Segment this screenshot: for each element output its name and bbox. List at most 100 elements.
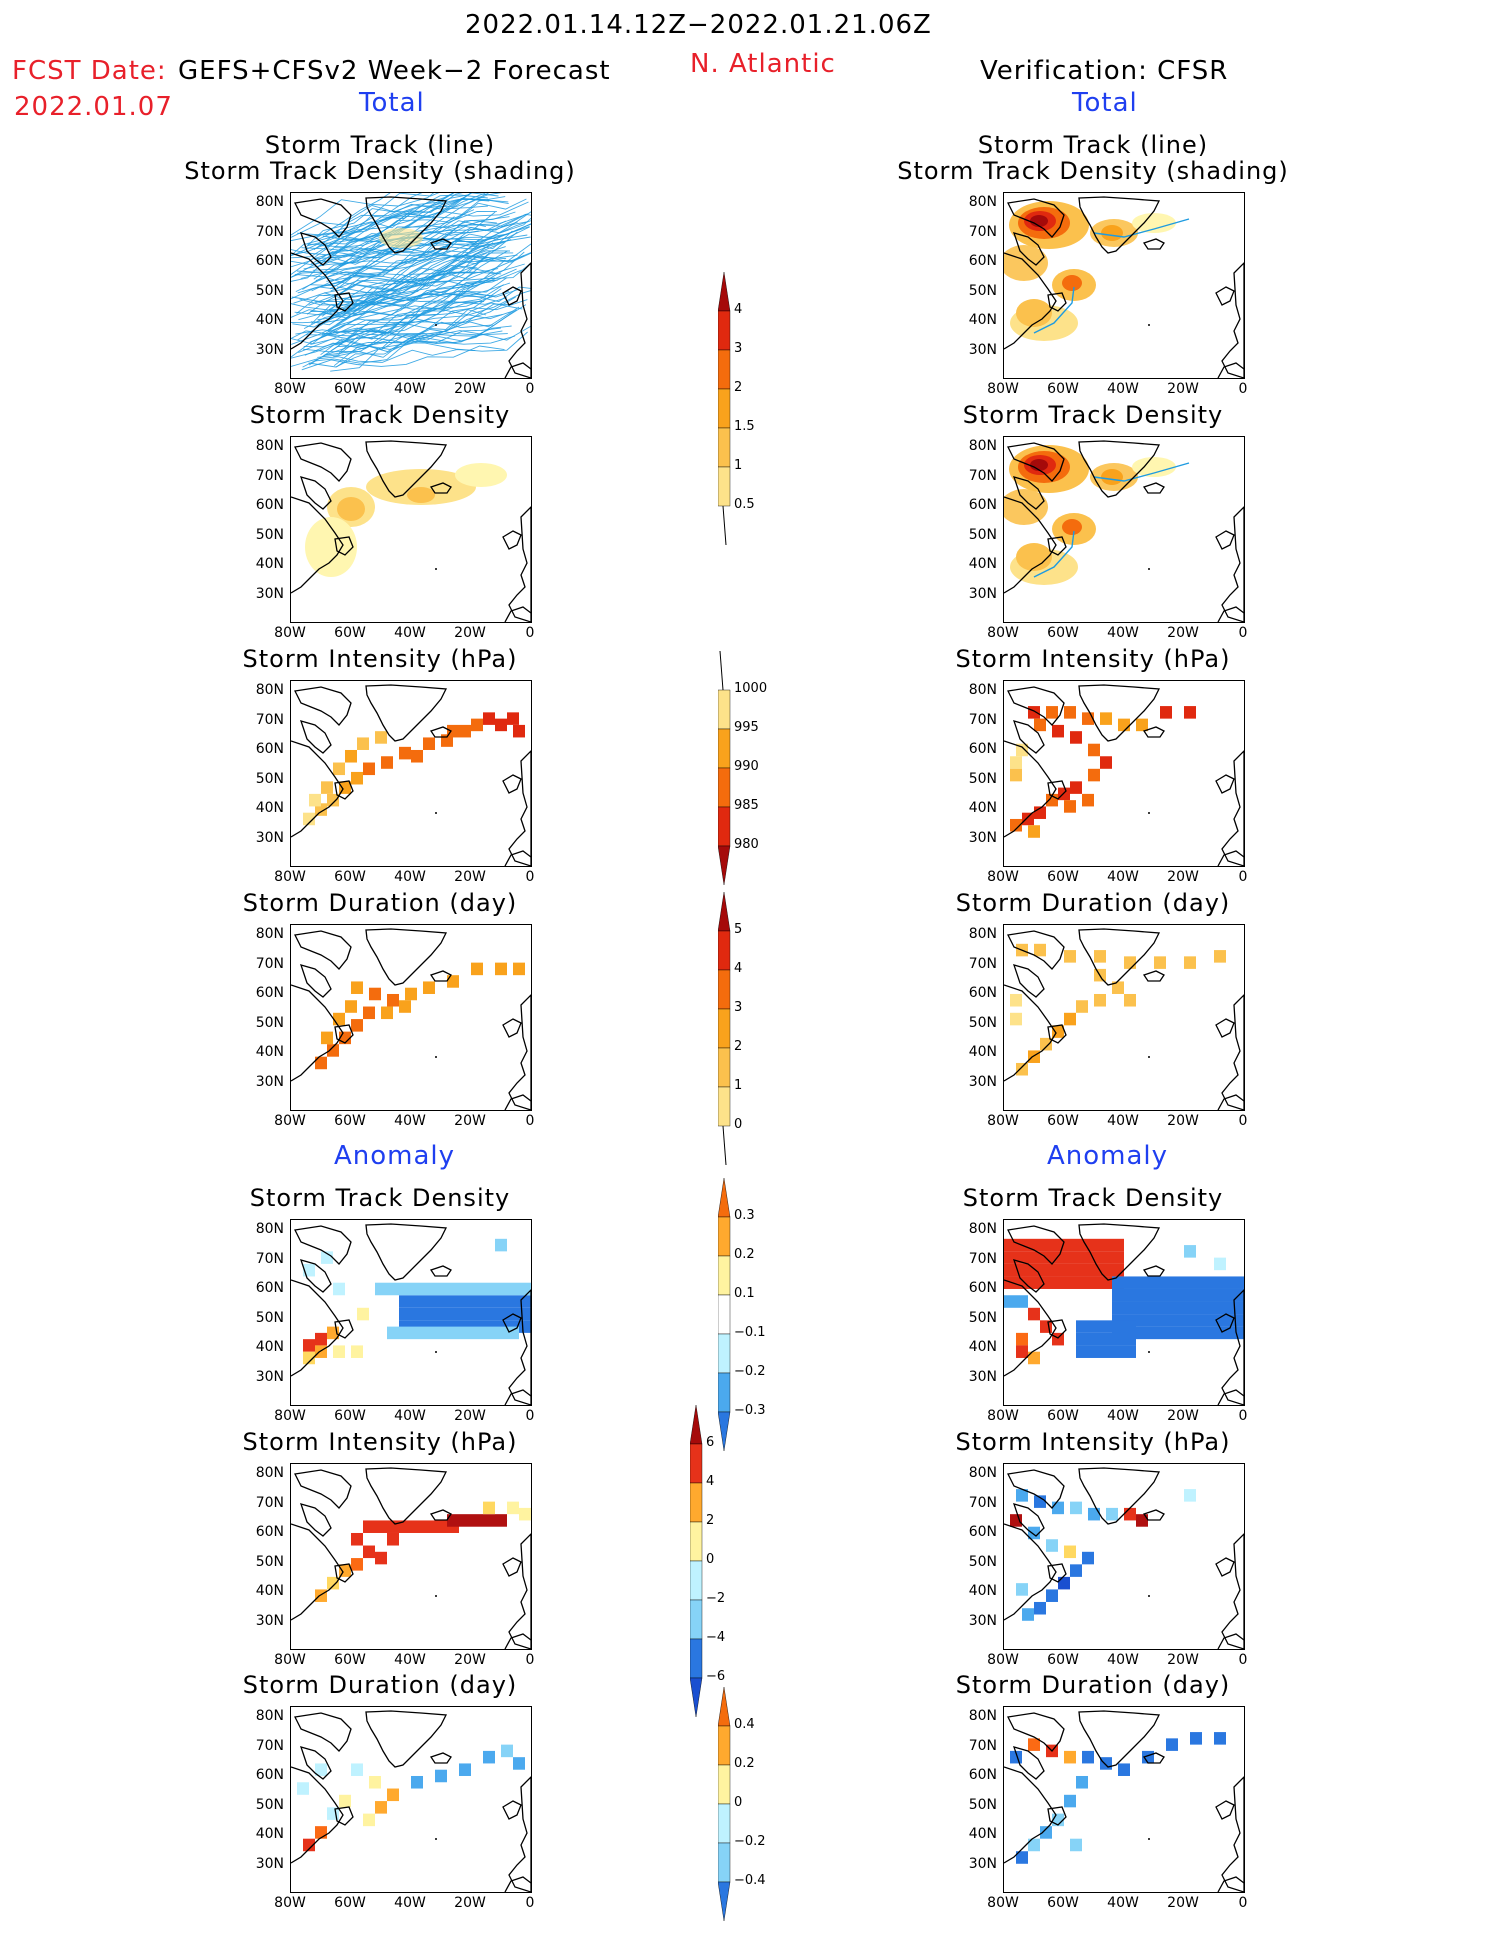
lon-tick-label: 20W xyxy=(454,381,486,397)
map-left-duration-svg xyxy=(291,928,531,1110)
lat-tick-label: 40N xyxy=(255,800,284,816)
lat-tick-label: 70N xyxy=(968,223,997,240)
lon-tick-label: 60W xyxy=(334,381,366,397)
colorbar-tick-label: 985 xyxy=(734,798,759,813)
left-intensity-title: Storm Intensity (hPa) xyxy=(242,645,518,673)
colorbar-tick-label: 4 xyxy=(734,302,743,317)
lon-tick-label: 80W xyxy=(274,1895,306,1911)
lat-tick-label: 60N xyxy=(255,253,284,269)
lon-tick-label: 0 xyxy=(1238,1113,1248,1129)
map-left-anom-density-svg xyxy=(291,1223,531,1405)
lat-tick-label: 30N xyxy=(255,341,284,358)
colorbar-tick-label: −0.4 xyxy=(734,1873,766,1888)
lat-tick-label: 60N xyxy=(968,741,997,757)
lon-tick-label: 60W xyxy=(1047,1113,1079,1129)
lat-tick-label: 70N xyxy=(968,711,997,728)
lat-tick-label: 40N xyxy=(255,1826,284,1842)
left-anomaly-label: Anomaly xyxy=(334,1141,456,1171)
lon-tick-label: 80W xyxy=(987,625,1019,641)
map-right-anom-intensity xyxy=(1003,1463,1245,1650)
lon-tick-label: 40W xyxy=(394,869,426,885)
left-anom-intensity-title: Storm Intensity (hPa) xyxy=(242,1428,518,1456)
lat-tick-label: 70N xyxy=(255,467,284,484)
colorbar-tick-label: 2 xyxy=(734,1039,743,1054)
lon-tick-label: 80W xyxy=(987,1408,1019,1424)
lon-tick-label: 0 xyxy=(525,869,535,885)
colorbar-tick-label: 4 xyxy=(734,961,743,976)
lon-tick-label: 20W xyxy=(1167,1408,1199,1424)
lat-tick-label: 40N xyxy=(968,312,997,328)
colorbar-tick-label: 0 xyxy=(706,1552,715,1567)
lon-tick-label: 60W xyxy=(334,625,366,641)
map-left-intensity xyxy=(290,680,532,867)
lat-tick-label: 50N xyxy=(968,526,997,543)
left-total-label: Total xyxy=(359,88,425,118)
map-right-density-svg xyxy=(1004,440,1244,622)
colorbar-duration-anom-svg xyxy=(717,1686,731,1922)
left-track-line-title: Storm Track (line) xyxy=(264,131,496,159)
lon-tick-label: 40W xyxy=(394,381,426,397)
lat-tick-label: 30N xyxy=(255,829,284,846)
lon-tick-label: 0 xyxy=(525,1652,535,1668)
map-right-duration-svg xyxy=(1004,928,1244,1110)
lat-tick-label: 60N xyxy=(968,497,997,513)
lon-tick-label: 60W xyxy=(334,1113,366,1129)
colorbar-tick-label: −6 xyxy=(706,1669,726,1684)
lon-tick-label: 60W xyxy=(1047,1652,1079,1668)
lat-tick-label: 60N xyxy=(255,497,284,513)
lat-tick-label: 60N xyxy=(255,1524,284,1540)
lon-tick-label: 80W xyxy=(274,625,306,641)
colorbar-tick-label: −0.2 xyxy=(734,1364,766,1379)
date-range-title: 2022.01.14.12Z−2022.01.21.06Z xyxy=(465,10,932,40)
verification-label: Verification: CFSR xyxy=(980,56,1229,86)
colorbar-intensity-anom: 6 4 2 0 −2 −4 −6 xyxy=(689,1395,750,1731)
lat-tick-label: 50N xyxy=(968,770,997,787)
colorbar-duration-anom: 0.4 0.2 0 −0.2 −0.4 xyxy=(717,1677,778,1935)
colorbar-intensity-total: 1000 995 990 985 980 xyxy=(717,641,778,899)
lat-tick-label: 60N xyxy=(968,985,997,1001)
lat-tick-label: 80N xyxy=(968,194,997,210)
lat-tick-label: 70N xyxy=(255,1737,284,1754)
lon-tick-label: 40W xyxy=(394,1652,426,1668)
map-left-anom-duration xyxy=(290,1706,532,1893)
lon-tick-label: 0 xyxy=(525,1895,535,1911)
lat-tick-label: 50N xyxy=(968,1014,997,1031)
colorbar-tick-label: 2 xyxy=(734,380,743,395)
lat-tick-label: 80N xyxy=(255,438,284,454)
lat-tick-label: 30N xyxy=(968,1855,997,1872)
right-total-label: Total xyxy=(1072,88,1138,118)
lat-tick-label: 60N xyxy=(255,1280,284,1296)
lat-tick-label: 40N xyxy=(968,1044,997,1060)
lon-tick-label: 60W xyxy=(1047,1408,1079,1424)
region-title: N. Atlantic xyxy=(690,49,836,79)
lat-tick-label: 50N xyxy=(255,282,284,299)
lon-tick-label: 40W xyxy=(394,625,426,641)
lat-tick-label: 70N xyxy=(255,1494,284,1511)
lon-tick-label: 0 xyxy=(525,1113,535,1129)
lat-tick-label: 30N xyxy=(968,1073,997,1090)
colorbar-tick-label: 6 xyxy=(706,1435,715,1450)
colorbar-tick-label: 1 xyxy=(734,1078,743,1093)
colorbar-tick-label: 5 xyxy=(734,922,743,937)
lat-tick-label: 50N xyxy=(255,1796,284,1813)
lon-tick-label: 20W xyxy=(1167,1113,1199,1129)
lat-tick-label: 40N xyxy=(968,1826,997,1842)
left-anom-density-title: Storm Track Density xyxy=(249,1184,511,1212)
lat-tick-label: 70N xyxy=(968,1250,997,1267)
colorbar-tick-label: 995 xyxy=(734,720,759,735)
lat-tick-label: 70N xyxy=(255,223,284,240)
map-left-intensity-svg xyxy=(291,684,531,866)
map-right-track xyxy=(1003,192,1245,379)
lon-tick-label: 80W xyxy=(987,381,1019,397)
map-left-density xyxy=(290,436,532,623)
lat-tick-label: 50N xyxy=(255,1014,284,1031)
colorbar-tick-label: 0.5 xyxy=(734,497,755,512)
right-density-title: Storm Track Density xyxy=(962,401,1224,429)
lat-tick-label: 80N xyxy=(968,682,997,698)
lat-tick-label: 50N xyxy=(968,1553,997,1570)
lon-tick-label: 40W xyxy=(1107,1113,1139,1129)
lat-tick-label: 40N xyxy=(968,800,997,816)
lat-tick-label: 50N xyxy=(255,526,284,543)
map-right-intensity xyxy=(1003,680,1245,867)
lon-tick-label: 60W xyxy=(1047,869,1079,885)
